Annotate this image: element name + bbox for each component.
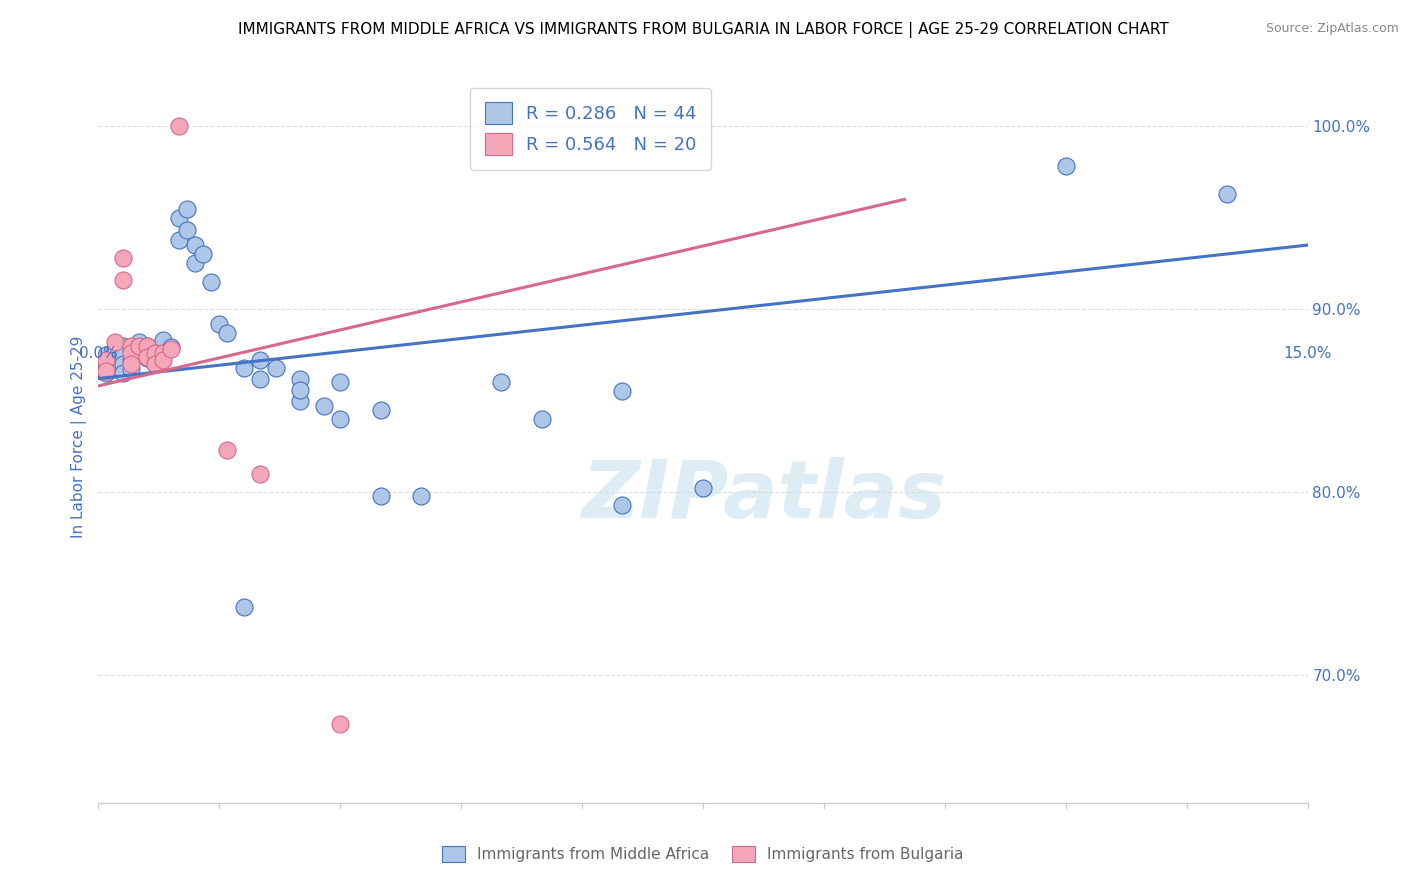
Point (1216, 186, 1239, 201)
Point (612, 498, 634, 512)
Point (96, 348, 118, 362)
Point (612, 384, 634, 399)
Point (135, 351, 157, 366)
Point (264, 360, 287, 375)
Text: ZIPatlas: ZIPatlas (581, 457, 946, 534)
Text: 0.0%: 0.0% (79, 345, 118, 360)
Point (167, 211, 190, 225)
Point (111, 338, 134, 352)
Point (232, 600, 254, 615)
Point (160, 341, 183, 355)
Point (184, 238, 207, 252)
Point (120, 346, 142, 360)
Text: Source: ZipAtlas.com: Source: ZipAtlas.com (1265, 22, 1399, 36)
Y-axis label: In Labor Force | Age 25-29: In Labor Force | Age 25-29 (72, 336, 87, 538)
Point (103, 334, 125, 349)
Point (96, 364, 118, 378)
Point (120, 353, 142, 368)
Point (120, 338, 142, 352)
Point (329, 411, 352, 425)
Point (329, 717, 352, 731)
Point (249, 353, 271, 368)
Point (111, 357, 134, 371)
Point (128, 334, 150, 349)
Point (249, 467, 271, 481)
Point (184, 256, 207, 270)
Point (193, 247, 215, 261)
Point (152, 353, 174, 368)
Point (111, 251, 134, 265)
Point (160, 343, 183, 357)
Point (135, 350, 157, 364)
Point (491, 375, 513, 389)
Point (143, 357, 166, 371)
Point (111, 273, 134, 287)
Point (208, 317, 231, 331)
Point (692, 481, 714, 495)
Point (288, 383, 311, 397)
Point (128, 346, 150, 360)
Point (96, 366, 118, 380)
Point (103, 343, 125, 357)
Point (143, 357, 166, 371)
Point (111, 348, 134, 362)
Point (249, 371, 271, 385)
Point (152, 346, 174, 360)
Point (288, 393, 311, 408)
Point (120, 362, 142, 376)
Point (176, 223, 198, 237)
Point (128, 338, 150, 352)
Point (96, 357, 118, 371)
Point (1054, 160, 1077, 174)
Point (288, 371, 311, 385)
Point (530, 411, 553, 425)
Point (111, 366, 134, 380)
Point (167, 233, 190, 247)
Point (200, 275, 222, 289)
Point (152, 333, 174, 347)
Point (370, 489, 392, 503)
Point (143, 346, 166, 360)
Point (120, 343, 142, 357)
Point (152, 346, 174, 360)
Point (120, 357, 142, 371)
Point (143, 346, 166, 360)
Point (232, 360, 254, 375)
Point (329, 375, 352, 389)
Text: 15.0%: 15.0% (1284, 345, 1331, 360)
Point (217, 326, 239, 340)
Legend: Immigrants from Middle Africa, Immigrants from Bulgaria: Immigrants from Middle Africa, Immigrant… (436, 840, 970, 868)
Point (103, 362, 125, 376)
Point (96, 353, 118, 368)
Point (370, 402, 392, 417)
Point (135, 338, 157, 352)
Point (135, 338, 157, 352)
Text: IMMIGRANTS FROM MIDDLE AFRICA VS IMMIGRANTS FROM BULGARIA IN LABOR FORCE | AGE 2: IMMIGRANTS FROM MIDDLE AFRICA VS IMMIGRA… (238, 22, 1168, 38)
Point (103, 353, 125, 368)
Point (176, 202, 198, 216)
Point (217, 442, 239, 457)
Point (314, 399, 336, 413)
Point (167, 119, 190, 133)
Point (409, 489, 432, 503)
